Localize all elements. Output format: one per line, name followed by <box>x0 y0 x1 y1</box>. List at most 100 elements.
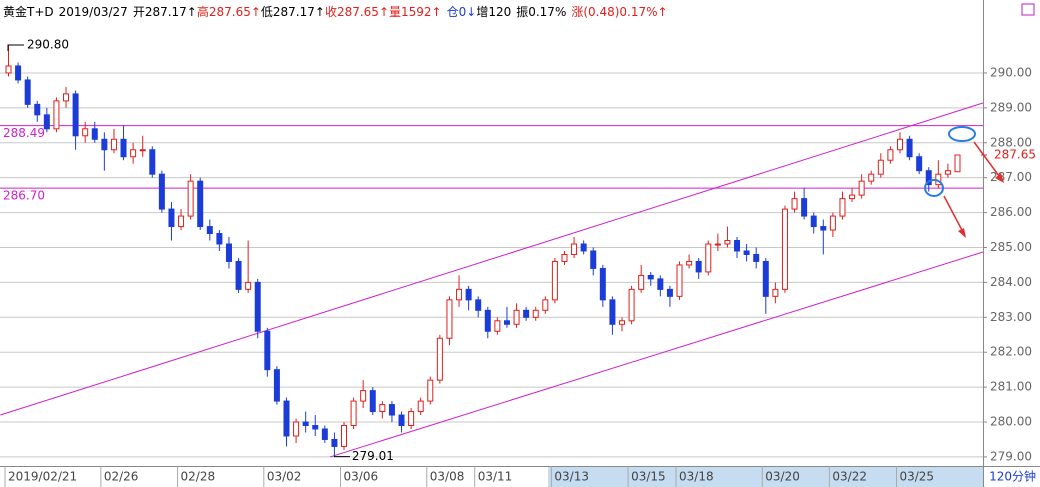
y-tick-label: 285.00 <box>990 240 1032 254</box>
candle-body <box>590 250 597 269</box>
candle-body <box>877 159 884 175</box>
candle-body <box>618 320 625 325</box>
candle-body <box>542 299 549 311</box>
y-tick-label: 288.00 <box>990 135 1032 149</box>
candle-body <box>446 299 453 339</box>
candle-body <box>34 103 41 116</box>
highlight-ellipse <box>924 179 944 197</box>
candle-body <box>197 180 204 228</box>
candle-body <box>369 390 376 413</box>
candle-body <box>130 149 137 158</box>
candle-body <box>686 260 693 266</box>
candle-body <box>551 260 558 301</box>
arrow <box>943 195 965 235</box>
candle-body <box>944 170 951 175</box>
candle-body <box>657 278 664 290</box>
candle-body <box>561 253 568 262</box>
x-tick-label: 03/06 <box>344 470 379 484</box>
candle-body <box>456 288 463 301</box>
candle-body <box>283 400 290 437</box>
candle-body <box>810 215 817 228</box>
candle-body <box>408 411 415 427</box>
x-tick-label: 03/13 <box>554 470 589 484</box>
candle-body <box>120 138 127 158</box>
candle-body <box>321 428 328 440</box>
y-tick-label: 280.00 <box>990 415 1032 429</box>
header-item: 仓0↓ <box>447 5 477 19</box>
candle-body <box>436 337 443 381</box>
candle-body <box>187 180 194 217</box>
candle-body <box>235 260 242 290</box>
arrow <box>973 141 1003 181</box>
candle-body <box>868 173 875 182</box>
candle-body <box>53 100 60 130</box>
candle-body <box>523 309 530 318</box>
panel-icon[interactable] <box>1021 3 1035 16</box>
candle-body <box>158 173 165 210</box>
candle-body <box>916 156 923 172</box>
candle-body <box>72 93 79 137</box>
highlight-ellipse <box>948 126 976 142</box>
candle-body <box>82 128 89 137</box>
annotation-leader <box>7 44 24 52</box>
candle-body <box>906 138 913 158</box>
candle-body <box>293 421 300 437</box>
candle-body <box>63 93 70 102</box>
candle-body <box>666 288 673 297</box>
candle-body <box>475 299 482 311</box>
candle-body <box>925 170 932 186</box>
candle-body <box>858 180 865 196</box>
annotations-drawn <box>924 126 1004 238</box>
candle-body <box>168 208 175 228</box>
candle-body <box>360 390 367 402</box>
header: 黄金T+D 2019/03/27 开287.17↑高287.65↑低287.17↑收… <box>3 4 668 19</box>
y-tick-label: 282.00 <box>990 345 1032 359</box>
candle-body <box>734 240 741 252</box>
candle-body <box>101 138 108 151</box>
candle-body <box>829 215 836 231</box>
candle-body <box>216 233 223 245</box>
candle-body <box>532 309 539 318</box>
candle-body <box>91 128 98 140</box>
header-item: 黄金T+D <box>3 4 54 19</box>
candle-body <box>331 438 338 447</box>
candle-body <box>599 267 606 301</box>
candle-body <box>628 288 635 322</box>
period-label: 120分钟 <box>989 469 1036 484</box>
candle-body <box>245 281 252 290</box>
y-tick-label: 289.00 <box>990 100 1032 114</box>
grid <box>0 72 983 458</box>
candle-body <box>484 309 491 332</box>
candle-body <box>398 414 405 427</box>
trend-line <box>329 251 984 458</box>
candle-body <box>379 404 386 413</box>
header-item: 量1592↑ <box>389 5 442 19</box>
x-tick-label: 03/20 <box>765 470 800 484</box>
candle-body <box>139 149 146 152</box>
x-tick-label: 03/11 <box>478 470 513 484</box>
candle-body <box>302 421 309 427</box>
header-item: 开287.17↑ <box>133 5 197 19</box>
candle-body <box>695 260 702 273</box>
arrow-head <box>958 228 966 238</box>
trend-line <box>0 102 984 416</box>
candle-body <box>273 369 280 402</box>
x-tick-label: 2019/02/21 <box>8 470 77 484</box>
candle-body <box>791 198 798 210</box>
candle-body <box>149 149 156 175</box>
header-item: 收287.65↑ <box>325 5 389 19</box>
candle-body <box>887 149 894 161</box>
candle-body <box>341 425 348 447</box>
y-tick-label: 290.00 <box>990 65 1032 79</box>
y-tick-label: 286.00 <box>990 205 1032 219</box>
axis-highlight <box>548 467 983 487</box>
header-item: 高287.65↑ <box>197 4 261 19</box>
candle-body <box>254 281 261 332</box>
candle-body <box>743 250 750 255</box>
candle-body <box>714 243 721 246</box>
x-tick-label: 03/02 <box>267 470 302 484</box>
candle-body <box>206 226 213 235</box>
candle-body <box>312 425 319 430</box>
x-tick-label: 03/25 <box>899 470 934 484</box>
